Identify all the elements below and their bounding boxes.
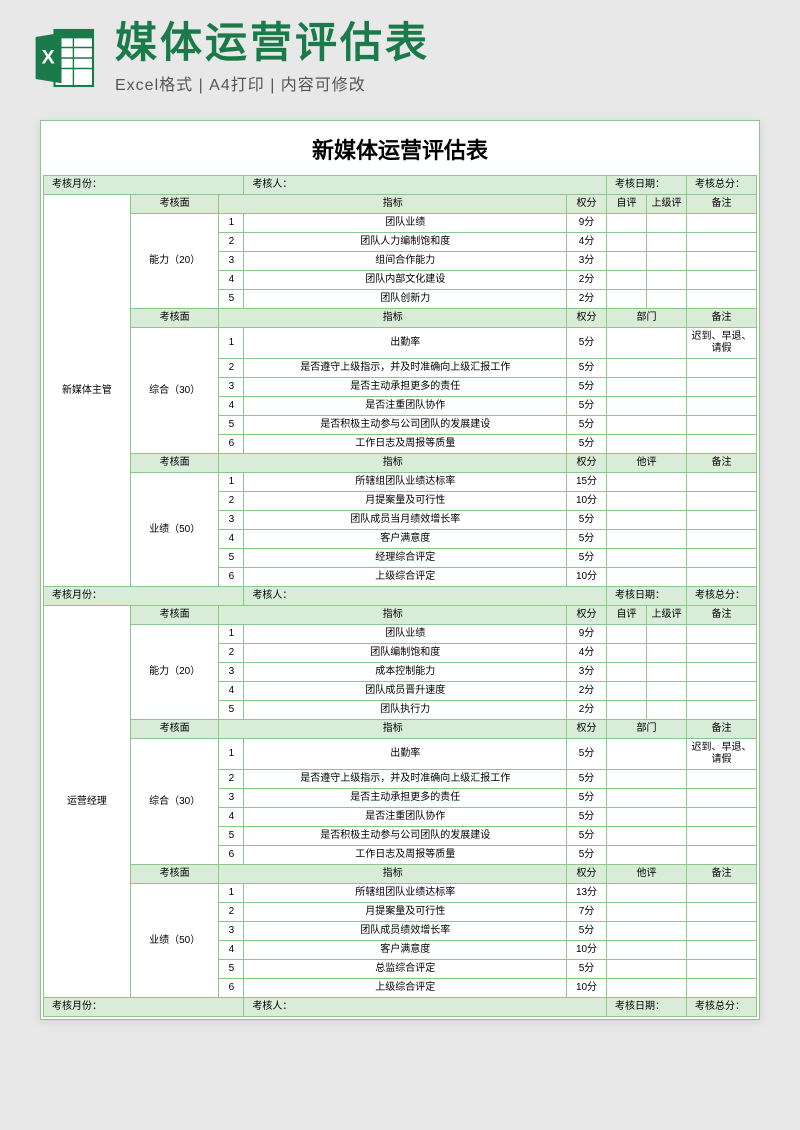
evaluation-table: 考核月份：考核人： 考核日期：考核总分：新媒体主管 考核面指标 权分自评上级评备… bbox=[43, 175, 757, 1017]
category-cell: 能力（20） bbox=[130, 214, 219, 309]
category-cell: 综合（30） bbox=[130, 739, 219, 865]
main-title: 媒体运营评估表 bbox=[115, 20, 770, 66]
data-row: 能力（20） 1团队业绩 9分 bbox=[44, 625, 757, 644]
category-cell: 业绩（50） bbox=[130, 473, 219, 587]
role-cell: 新媒体主管 bbox=[44, 195, 131, 587]
block-header-row: 考核面指标 权分部门备注 bbox=[44, 720, 757, 739]
role-cell: 运营经理 bbox=[44, 606, 131, 998]
svg-text:X: X bbox=[42, 46, 55, 68]
block-header-row: 考核面指标 权分部门备注 bbox=[44, 309, 757, 328]
evaluation-sheet: 新媒体运营评估表 考核月份：考核人： 考核日期：考核总分：新媒体主管 考核面指标… bbox=[40, 120, 760, 1020]
data-row: 综合（30） 1出勤率 5分迟到、早退、请假 bbox=[44, 739, 757, 770]
block-header-row: 考核面指标 权分他评备注 bbox=[44, 865, 757, 884]
block-header-row: 新媒体主管 考核面指标 权分自评上级评备注 bbox=[44, 195, 757, 214]
info-row: 考核月份：考核人： 考核日期：考核总分： bbox=[44, 587, 757, 606]
excel-icon: X bbox=[30, 23, 100, 93]
page-header: X 媒体运营评估表 Excel格式 | A4打印 | 内容可修改 bbox=[0, 0, 800, 110]
category-cell: 业绩（50） bbox=[130, 884, 219, 998]
info-row: 考核月份：考核人： 考核日期：考核总分： bbox=[44, 176, 757, 195]
category-cell: 能力（20） bbox=[130, 625, 219, 720]
data-row: 综合（30） 1出勤率 5分迟到、早退、请假 bbox=[44, 328, 757, 359]
data-row: 业绩（50） 1所辖组团队业绩达标率 15分 bbox=[44, 473, 757, 492]
category-cell: 综合（30） bbox=[130, 328, 219, 454]
sub-title: Excel格式 | A4打印 | 内容可修改 bbox=[115, 71, 770, 95]
info-row: 考核月份：考核人： 考核日期：考核总分： bbox=[44, 998, 757, 1017]
data-row: 能力（20） 1团队业绩 9分 bbox=[44, 214, 757, 233]
form-title: 新媒体运营评估表 bbox=[43, 123, 757, 175]
block-header-row: 考核面指标 权分他评备注 bbox=[44, 454, 757, 473]
data-row: 业绩（50） 1所辖组团队业绩达标率 13分 bbox=[44, 884, 757, 903]
block-header-row: 运营经理 考核面指标 权分自评上级评备注 bbox=[44, 606, 757, 625]
